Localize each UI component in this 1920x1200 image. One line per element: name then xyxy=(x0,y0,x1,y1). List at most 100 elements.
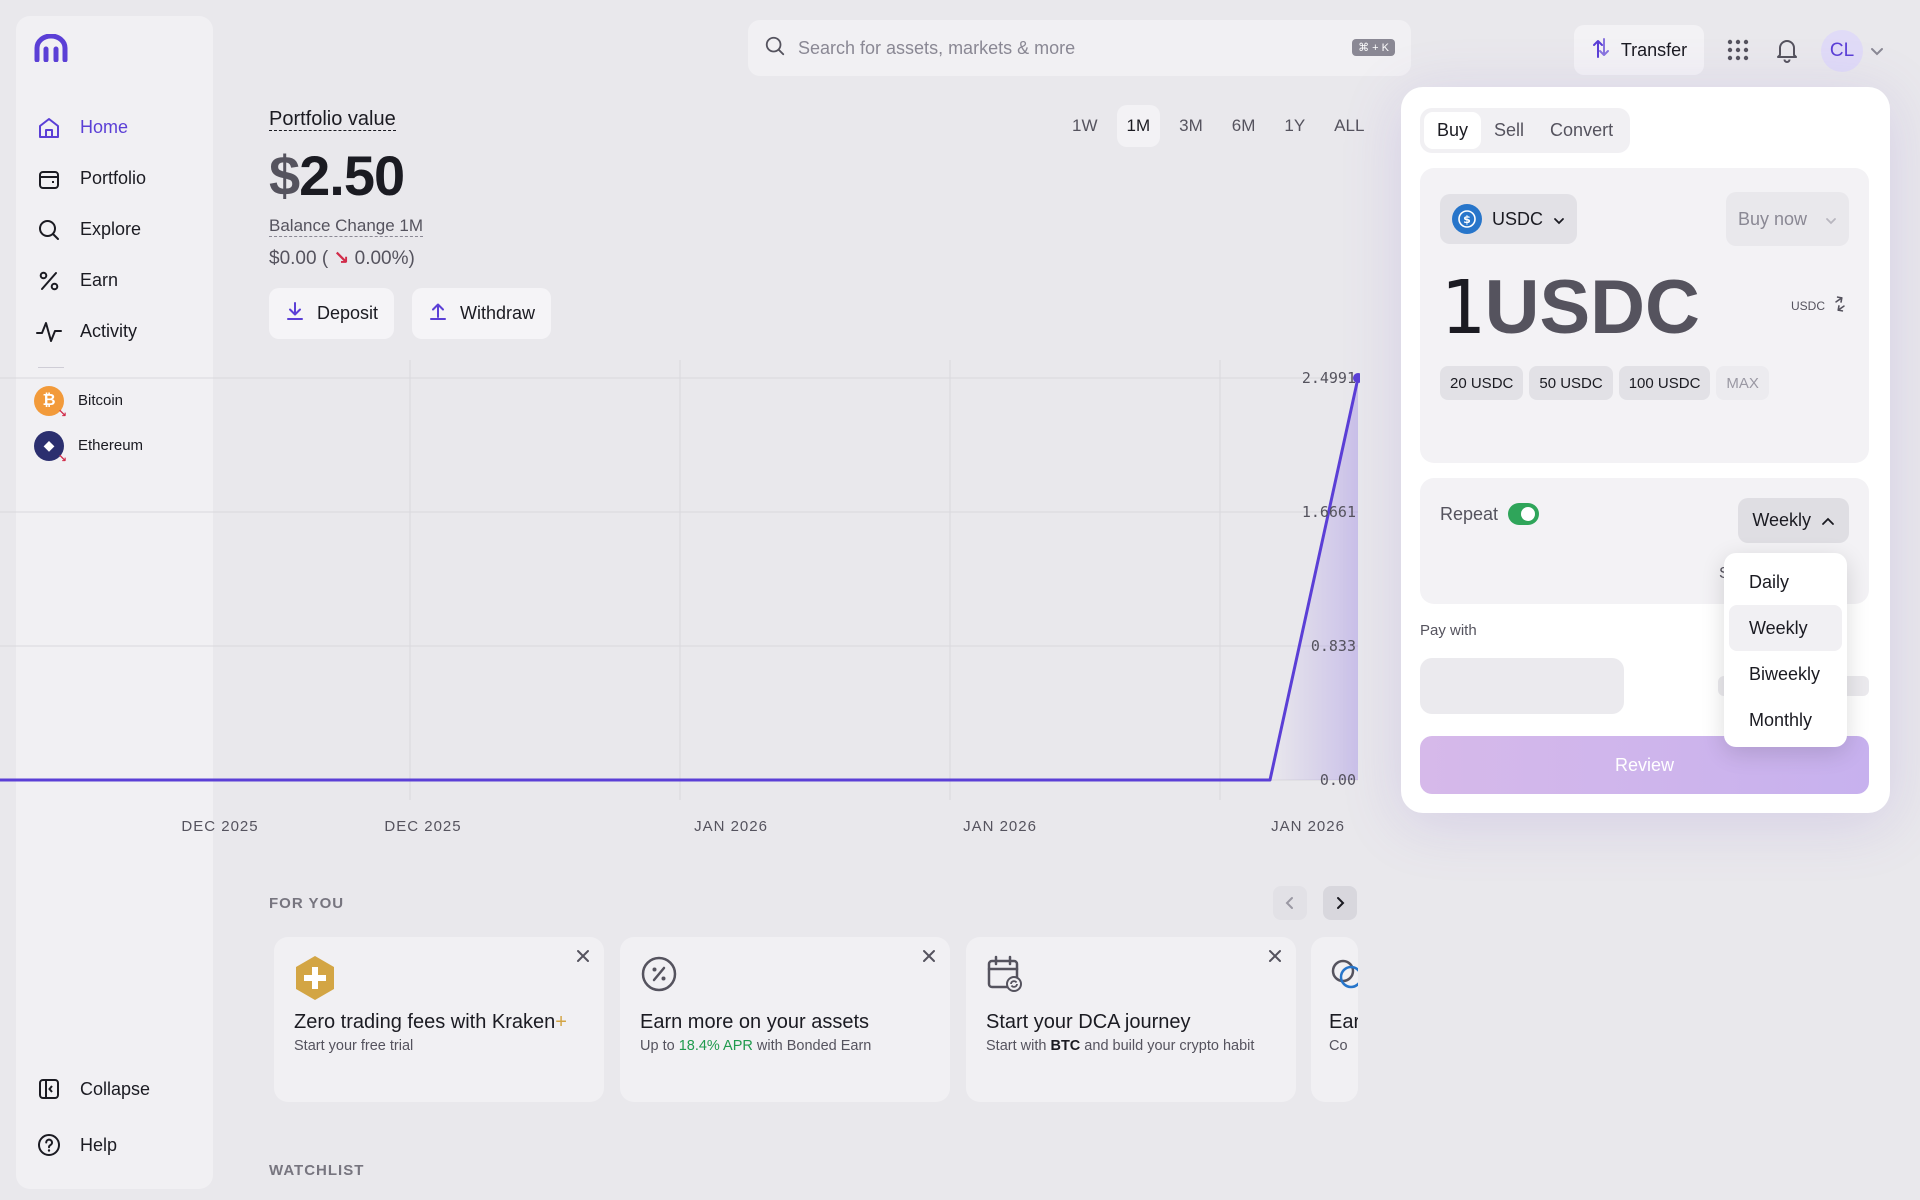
usdc-icon: $ xyxy=(1452,204,1482,234)
portfolio-chart[interactable]: 2.4991 1.6661 0.833 0.00 DEC 2025 DEC 2025 JAN… xyxy=(0,348,1363,840)
main-nav: Home Portfolio Explore Earn Activity xyxy=(16,102,213,468)
search-placeholder: Search for assets, markets & more xyxy=(798,37,1076,58)
portfolio-value-label[interactable]: Portfolio value xyxy=(269,108,396,131)
range-tab-6m[interactable]: 6M xyxy=(1231,116,1256,135)
ethereum-icon: ◆ ↘ xyxy=(34,430,67,465)
asset-selector-label: USDC xyxy=(1492,208,1544,229)
x-tick-label: DEC 2025 xyxy=(181,818,258,835)
apps-grid-icon[interactable] xyxy=(1726,38,1750,67)
chip-50-usdc[interactable]: 50 USDC xyxy=(1529,366,1613,400)
deposit-button[interactable]: Deposit xyxy=(269,288,395,339)
unit-swap-button[interactable]: USDC xyxy=(1791,296,1847,315)
collapse-button[interactable]: Collapse xyxy=(16,1061,213,1117)
svg-text:$: $ xyxy=(1463,213,1471,226)
swap-arrows-icon xyxy=(1833,296,1847,315)
kraken-logo[interactable] xyxy=(34,33,68,63)
card-title-text: Ear xyxy=(1329,1011,1358,1033)
y-tick-label: 2.4991 xyxy=(1302,369,1356,387)
repeat-toggle[interactable] xyxy=(1508,503,1539,525)
sidebar-item-label: Portfolio xyxy=(80,168,147,188)
balance-change-percent: 0.00%) xyxy=(354,248,415,269)
percent-badge-icon xyxy=(640,955,678,998)
card-title-text: Start your DCA journey xyxy=(986,1011,1191,1033)
tab-sell[interactable]: Sell xyxy=(1494,120,1525,140)
balance-change-amount: $0.00 ( xyxy=(269,248,329,269)
portfolio-value: $2.50 xyxy=(269,143,405,208)
transfer-button[interactable]: Transfer xyxy=(1574,25,1704,75)
sidebar-asset-label: Bitcoin xyxy=(78,392,124,409)
frequency-option-weekly[interactable]: Weekly xyxy=(1729,605,1842,651)
range-tab-1w[interactable]: 1W xyxy=(1072,116,1098,135)
close-icon[interactable] xyxy=(922,949,936,968)
sidebar-collapse-icon xyxy=(36,1076,62,1102)
sidebar-item-earn[interactable]: Earn xyxy=(16,255,213,306)
frequency-option-daily[interactable]: Daily xyxy=(1749,571,1790,592)
chart-line-series xyxy=(0,377,1360,782)
avatar[interactable]: CL xyxy=(1821,30,1863,72)
currency-symbol: $ xyxy=(269,144,300,207)
wallet-icon xyxy=(36,166,62,192)
balance-change-label[interactable]: Balance Change 1M xyxy=(269,216,424,237)
chevron-down-icon xyxy=(1825,209,1837,230)
sidebar-item-activity[interactable]: Activity xyxy=(16,306,213,357)
chevron-up-icon xyxy=(1821,510,1835,531)
y-tick-label: 0.833 xyxy=(1311,637,1356,655)
subtitle-text: and build your crypto habit xyxy=(1080,1038,1255,1054)
time-range-tabs: 1W 1M 3M 6M 1Y ALL xyxy=(1062,105,1383,147)
range-tab-all[interactable]: ALL xyxy=(1334,116,1365,135)
notification-bell-icon[interactable] xyxy=(1775,37,1799,68)
range-tab-3m[interactable]: 3M xyxy=(1179,116,1203,135)
promo-card-kraken-plus[interactable]: Zero trading fees with Kraken+ Start your… xyxy=(274,937,604,1102)
search-bar[interactable]: Search for assets, markets & more ⌘ + K xyxy=(748,20,1411,76)
chip-20-usdc[interactable]: 20 USDC xyxy=(1440,366,1524,400)
frequency-select[interactable]: Weekly xyxy=(1738,498,1849,543)
sidebar-asset-label: Ethereum xyxy=(78,437,144,454)
home-icon xyxy=(36,115,62,141)
sidebar-item-explore[interactable]: Explore xyxy=(16,204,213,255)
trend-down-icon: ↘ xyxy=(333,248,350,269)
tab-buy[interactable]: Buy xyxy=(1424,112,1482,149)
for-you-title: FOR YOU xyxy=(269,895,345,912)
sidebar-bottom: Collapse Help xyxy=(16,1061,213,1189)
order-type-select[interactable]: Buy now xyxy=(1725,192,1849,246)
close-icon[interactable] xyxy=(1268,949,1282,968)
chip-max[interactable]: MAX xyxy=(1716,366,1769,400)
sidebar-asset-bitcoin[interactable]: ₿ ↘ Bitcoin xyxy=(16,378,213,423)
asset-selector[interactable]: $ USDC xyxy=(1440,194,1578,244)
bitcoin-icon: ₿ ↘ xyxy=(34,385,67,420)
card-subtitle: Up to 18.4% APR with Bonded Earn xyxy=(640,1036,920,1056)
subtitle-text: Up to xyxy=(640,1038,679,1054)
sidebar-item-label: Explore xyxy=(80,219,142,239)
frequency-option-biweekly[interactable]: Biweekly xyxy=(1749,663,1821,684)
sidebar-asset-ethereum[interactable]: ◆ ↘ Ethereum xyxy=(16,423,213,468)
promo-card-dca[interactable]: Start your DCA journey Start with BTC an… xyxy=(966,937,1296,1102)
card-title: Ear Co xyxy=(1329,1009,1358,1056)
frequency-option-monthly[interactable]: Monthly xyxy=(1749,709,1813,730)
range-tab-1m[interactable]: 1M xyxy=(1116,105,1161,147)
tab-convert[interactable]: Convert xyxy=(1550,120,1614,140)
transfer-icon xyxy=(1591,37,1611,64)
carousel-prev-button[interactable] xyxy=(1273,886,1307,920)
sidebar-item-label: Activity xyxy=(80,321,138,341)
range-tab-1y[interactable]: 1Y xyxy=(1284,116,1306,135)
quick-amount-chips: 20 USDC 50 USDC 100 USDC MAX xyxy=(1440,366,1775,400)
chip-100-usdc[interactable]: 100 USDC xyxy=(1618,366,1711,400)
amount-input[interactable]: 1USDC xyxy=(1440,263,1700,353)
chevron-down-icon[interactable] xyxy=(1870,44,1884,62)
plus-accent: + xyxy=(555,1011,567,1033)
sidebar-item-home[interactable]: Home xyxy=(16,102,213,153)
sidebar-item-portfolio[interactable]: Portfolio xyxy=(16,153,213,204)
help-button[interactable]: Help xyxy=(16,1117,213,1173)
search-icon xyxy=(36,217,62,243)
coin-icon xyxy=(1329,955,1358,998)
watchlist-title: WATCHLIST xyxy=(269,1162,365,1179)
promo-card-partial[interactable]: Ear Co xyxy=(1311,937,1358,1102)
promo-card-earn[interactable]: Earn more on your assets Up to 18.4% APR… xyxy=(620,937,950,1102)
withdraw-button[interactable]: Withdraw xyxy=(412,288,552,339)
carousel-next-button[interactable] xyxy=(1323,886,1357,920)
payment-method-placeholder[interactable] xyxy=(1420,658,1624,714)
card-subtitle: Start your free trial xyxy=(294,1038,414,1054)
shortcut-hint: ⌘ + K xyxy=(1352,39,1395,56)
close-icon[interactable] xyxy=(576,949,590,968)
card-title: Zero trading fees with Kraken+ Start your… xyxy=(294,1009,574,1056)
